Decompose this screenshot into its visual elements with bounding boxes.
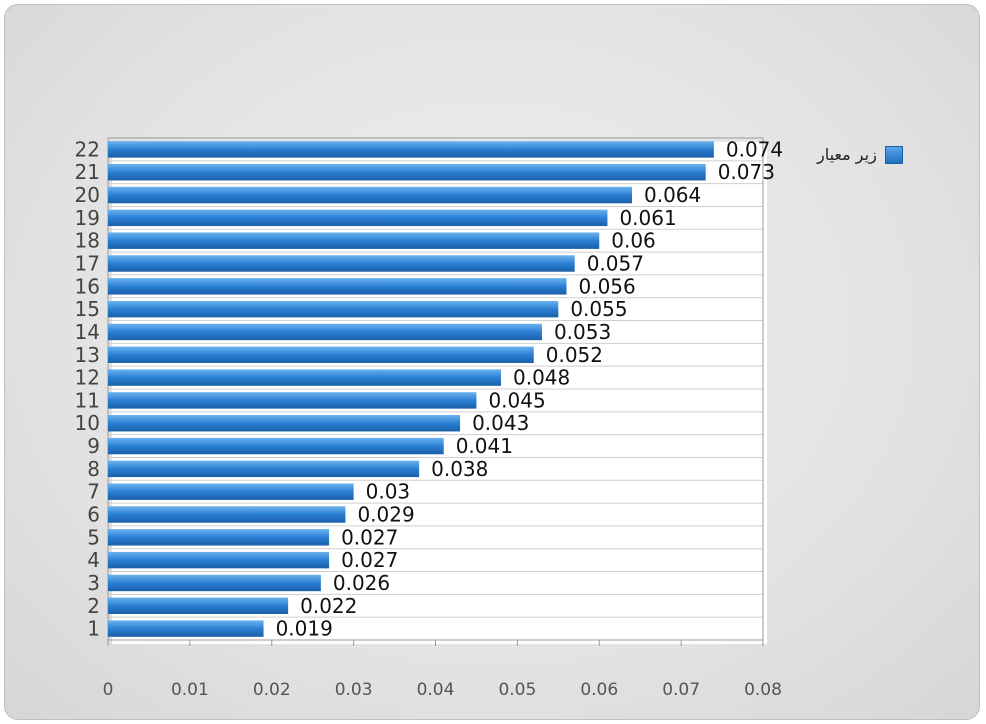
bar [108,369,501,386]
data-label: 0.043 [472,411,529,435]
category-label: 18 [75,229,100,253]
bar [108,164,706,181]
x-tick-label: 0.01 [171,680,209,700]
bar [108,323,542,341]
bar [108,620,264,637]
data-label: 0.022 [300,594,357,618]
category-label: 13 [75,343,100,367]
category-label: 4 [87,548,100,572]
x-tick-label: 0.04 [417,680,455,700]
bar [108,278,567,295]
data-label: 0.041 [456,434,513,458]
bar [108,300,559,318]
legend-swatch [884,145,903,164]
category-label: 16 [75,274,100,298]
bar [108,506,346,523]
x-tick-label: 0.06 [580,680,618,700]
bar [108,346,534,363]
category-label: 9 [87,434,100,458]
category-label: 2 [87,594,100,618]
data-label: 0.064 [644,183,701,207]
category-label: 20 [75,183,100,207]
data-label: 0.073 [718,160,775,184]
data-label: 0.061 [619,206,676,230]
category-label: 15 [75,297,100,321]
category-label: 12 [75,366,100,390]
bar [108,597,289,614]
bar [108,574,321,592]
data-label: 0.03 [366,480,411,504]
chart-frame: 1 0.019 2 0.022 3 0.026 4 0.027 5 0.027 6 0.029 7 0.0… [4,4,980,720]
category-label: 1 [87,617,100,641]
legend: زیر معیار [817,145,903,164]
data-label: 0.026 [333,571,390,595]
data-label: 0.052 [546,343,603,367]
x-tick-label: 0.05 [498,680,536,700]
category-label: 8 [87,457,100,481]
x-tick-label: 0.03 [335,680,373,700]
bar [108,551,330,569]
data-label: 0.056 [579,274,636,298]
bar [108,437,444,455]
category-label: 19 [75,206,100,230]
bar [108,392,477,409]
category-label: 3 [87,571,100,595]
x-tick-label: 0 [103,680,114,700]
data-label: 0.045 [488,388,545,412]
category-label: 7 [87,480,100,504]
data-label: 0.06 [611,229,656,253]
data-label: 0.038 [431,457,488,481]
category-label: 11 [75,388,100,412]
category-label: 22 [75,137,100,161]
category-label: 5 [87,525,100,549]
x-tick-label: 0.07 [662,680,700,700]
legend-label: زیر معیار [817,145,877,164]
data-label: 0.055 [570,297,627,321]
bar [108,232,600,249]
bar [108,460,420,478]
category-label: 6 [87,503,100,527]
data-label: 0.048 [513,366,570,390]
bar [108,483,354,500]
data-label: 0.057 [587,252,644,276]
category-label: 17 [75,252,100,276]
bar [108,255,575,272]
category-label: 14 [75,320,100,344]
data-label: 0.019 [276,617,333,641]
bar [108,209,608,227]
data-label: 0.029 [357,503,414,527]
data-label: 0.027 [341,525,398,549]
category-label: 10 [75,411,100,435]
data-label: 0.053 [554,320,611,344]
category-label: 21 [75,160,100,184]
bar [108,141,714,158]
x-tick-label: 0.08 [744,680,782,700]
data-label: 0.074 [726,137,783,161]
x-tick-label: 0.02 [253,680,291,700]
data-label: 0.027 [341,548,398,572]
bar [108,415,461,432]
bar [108,186,632,204]
bar [108,529,330,546]
